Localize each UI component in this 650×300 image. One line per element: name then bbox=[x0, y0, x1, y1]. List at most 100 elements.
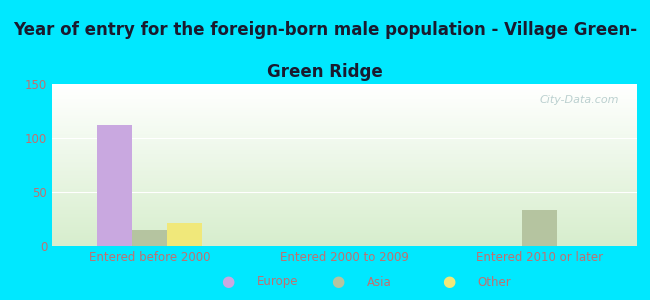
Bar bbox=[52, 155, 637, 157]
Bar bbox=[52, 180, 637, 181]
Bar bbox=[52, 170, 637, 172]
Bar bbox=[52, 164, 637, 165]
Bar bbox=[52, 243, 637, 244]
Bar bbox=[52, 99, 637, 100]
Bar bbox=[52, 137, 637, 139]
Bar bbox=[52, 124, 637, 126]
Bar bbox=[52, 133, 637, 134]
Bar bbox=[52, 209, 637, 210]
Bar bbox=[52, 181, 637, 183]
Bar bbox=[52, 162, 637, 164]
Bar bbox=[52, 199, 637, 201]
Bar bbox=[522, 210, 557, 246]
Bar bbox=[52, 112, 637, 113]
Bar bbox=[52, 118, 637, 120]
Bar bbox=[52, 102, 637, 103]
Bar bbox=[52, 186, 637, 188]
Bar bbox=[52, 92, 637, 94]
Bar bbox=[52, 167, 637, 168]
Bar bbox=[52, 144, 637, 146]
Bar bbox=[52, 241, 637, 243]
Bar bbox=[52, 121, 637, 123]
Bar bbox=[52, 197, 637, 199]
Bar bbox=[132, 230, 167, 246]
Bar bbox=[52, 238, 637, 239]
Bar bbox=[52, 176, 637, 178]
Bar bbox=[52, 218, 637, 220]
Bar bbox=[52, 160, 637, 162]
Bar bbox=[52, 85, 637, 87]
Bar bbox=[52, 116, 637, 118]
Bar bbox=[52, 235, 637, 236]
Bar bbox=[52, 126, 637, 128]
Bar bbox=[52, 206, 637, 207]
Bar bbox=[52, 100, 637, 102]
Bar bbox=[52, 201, 637, 202]
Bar bbox=[52, 207, 637, 209]
Bar bbox=[52, 222, 637, 223]
Bar bbox=[52, 210, 637, 212]
Text: Asia: Asia bbox=[367, 275, 392, 289]
Bar bbox=[52, 142, 637, 144]
Bar bbox=[52, 215, 637, 217]
Bar bbox=[52, 131, 637, 133]
Bar bbox=[52, 154, 637, 155]
Text: Other: Other bbox=[478, 275, 512, 289]
Bar bbox=[52, 149, 637, 150]
Bar bbox=[52, 152, 637, 154]
Bar bbox=[52, 110, 637, 112]
Bar bbox=[52, 89, 637, 91]
Bar bbox=[52, 183, 637, 184]
Text: Europe: Europe bbox=[257, 275, 298, 289]
Bar bbox=[52, 188, 637, 189]
Text: ●: ● bbox=[442, 274, 455, 290]
Bar bbox=[52, 147, 637, 149]
Bar bbox=[52, 230, 637, 231]
Bar bbox=[52, 172, 637, 173]
Bar bbox=[52, 175, 637, 176]
Bar bbox=[52, 115, 637, 116]
Bar bbox=[52, 173, 637, 175]
Bar bbox=[52, 139, 637, 141]
Bar bbox=[52, 168, 637, 170]
Bar bbox=[52, 105, 637, 107]
Bar bbox=[52, 228, 637, 230]
Bar bbox=[52, 91, 637, 92]
Bar bbox=[52, 134, 637, 136]
Bar bbox=[52, 136, 637, 137]
Bar bbox=[52, 233, 637, 235]
Bar bbox=[52, 128, 637, 129]
Bar bbox=[52, 202, 637, 204]
Text: ●: ● bbox=[332, 274, 344, 290]
Bar bbox=[52, 129, 637, 131]
Bar bbox=[52, 217, 637, 218]
Bar bbox=[52, 157, 637, 158]
Text: Year of entry for the foreign-born male population - Village Green-: Year of entry for the foreign-born male … bbox=[13, 21, 637, 39]
Bar bbox=[52, 107, 637, 108]
Bar bbox=[52, 189, 637, 191]
Bar bbox=[52, 231, 637, 233]
Bar bbox=[52, 236, 637, 238]
Bar bbox=[52, 87, 637, 89]
Bar bbox=[52, 97, 637, 99]
Bar bbox=[52, 146, 637, 147]
Bar bbox=[52, 184, 637, 186]
Bar bbox=[52, 123, 637, 124]
Bar bbox=[52, 220, 637, 222]
Bar bbox=[52, 108, 637, 110]
Bar bbox=[52, 103, 637, 105]
Bar bbox=[52, 84, 637, 86]
Bar bbox=[52, 158, 637, 160]
Bar bbox=[52, 120, 637, 121]
Bar bbox=[52, 212, 637, 214]
Bar bbox=[52, 141, 637, 142]
Bar bbox=[52, 204, 637, 206]
Bar bbox=[97, 125, 132, 246]
Bar bbox=[52, 165, 637, 166]
Text: Green Ridge: Green Ridge bbox=[267, 63, 383, 81]
Bar bbox=[52, 239, 637, 241]
Bar bbox=[52, 191, 637, 193]
Bar bbox=[52, 214, 637, 215]
Bar bbox=[52, 194, 637, 196]
Text: ●: ● bbox=[221, 274, 234, 290]
